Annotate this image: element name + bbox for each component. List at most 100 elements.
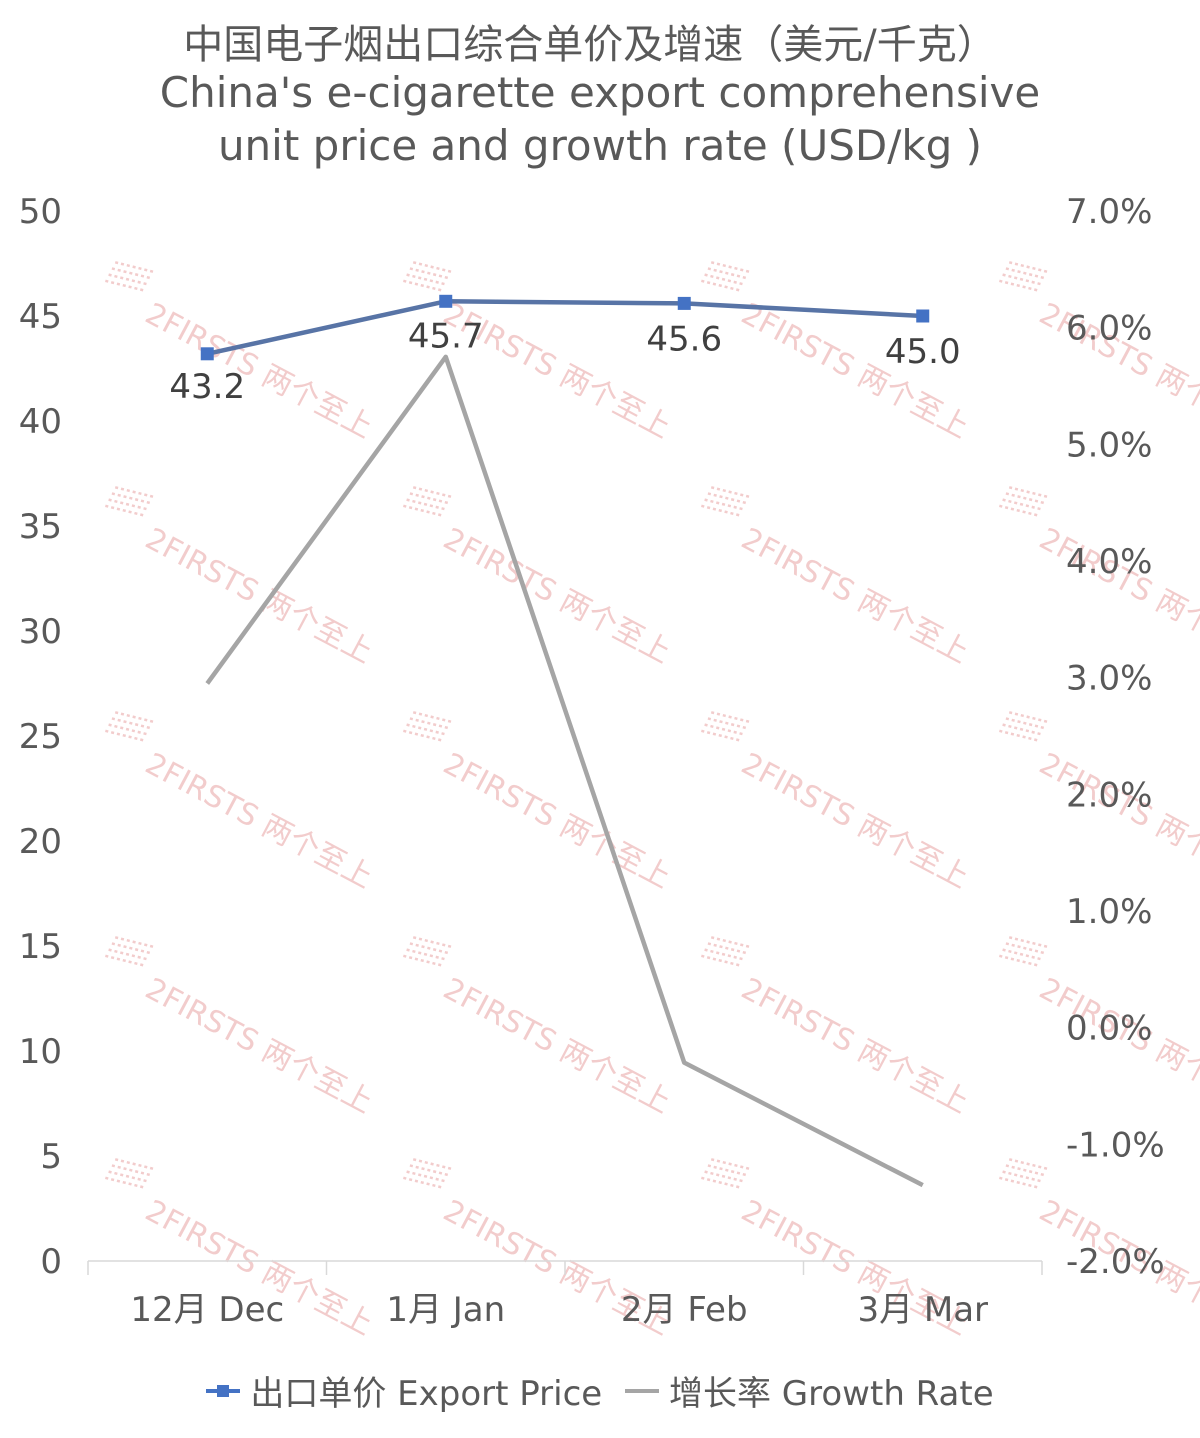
watermark-stroke: [105, 504, 146, 517]
watermark-stroke: [1008, 486, 1050, 499]
watermark-stroke: [111, 1164, 153, 1177]
watermark-stroke: [1008, 261, 1050, 274]
legend-label-export-price: 出口单价 Export Price: [250, 1374, 603, 1414]
x-tick-label: 2月 Feb: [621, 1290, 748, 1330]
y-right-tick-label: 2.0%: [1066, 775, 1152, 815]
watermark-stroke: [114, 1158, 156, 1171]
watermark-tile: 2FIRSTS 两个至上: [105, 261, 378, 446]
watermark-tile: 2FIRSTS 两个至上: [105, 711, 378, 896]
watermark-text: 2FIRSTS 两个至上: [736, 746, 975, 895]
watermark-stroke: [707, 492, 749, 505]
watermark-stroke: [412, 486, 454, 499]
export-price-line: [206, 299, 923, 356]
watermark-tile: 2FIRSTS 两个至上: [403, 486, 677, 671]
watermark-stroke: [701, 729, 742, 742]
watermark-stroke: [1005, 717, 1047, 730]
watermark-stroke: [710, 711, 752, 724]
watermark-stroke: [412, 1158, 454, 1171]
y-left-tick-label: 40: [19, 402, 62, 442]
x-tick-label: 3月 Mar: [857, 1290, 988, 1330]
watermark-stroke: [108, 723, 149, 736]
watermark-tile: 2FIRSTS 两个至上: [105, 936, 379, 1121]
watermark-stroke: [406, 273, 447, 286]
watermark-stroke: [403, 729, 444, 742]
legend-item-growth-rate: 增长率 Growth Rate: [625, 1366, 994, 1415]
y-right-tick-label: 4.0%: [1066, 542, 1152, 582]
watermark-stroke: [409, 942, 451, 955]
chart-title-english-line-1: China's e-cigarette export comprehensive: [159, 68, 1041, 117]
watermark-stroke: [710, 486, 752, 499]
watermark-stroke: [701, 504, 742, 517]
watermark-stroke: [707, 267, 749, 280]
y-left-tick-label: 30: [19, 612, 62, 652]
watermark-text: 2FIRSTS 两个至上: [736, 521, 975, 670]
watermark-stroke: [710, 1158, 752, 1171]
y-left-tick-label: 35: [19, 507, 62, 547]
watermark-stroke: [999, 279, 1040, 292]
watermark-stroke: [704, 498, 745, 511]
export-price-data-label: 45.6: [646, 319, 722, 359]
export-price-point: [439, 294, 453, 308]
watermark-stroke: [1002, 723, 1043, 736]
export-price-data-label: 45.0: [885, 332, 961, 372]
watermark-text: 2FIRSTS 两个至上: [736, 971, 975, 1120]
watermark-stroke: [403, 279, 444, 292]
watermark-tile: 2FIRSTS 两个至上: [701, 936, 975, 1121]
watermark-stroke: [1008, 1158, 1050, 1171]
watermark-stroke: [1008, 936, 1050, 949]
watermark-tile: 2FIRSTS 两个至上: [999, 261, 1200, 446]
y-right-tick-label: 7.0%: [1066, 192, 1152, 232]
y-right-tick-label: 3.0%: [1066, 659, 1152, 699]
watermark-stroke: [406, 1170, 447, 1183]
export-price-data-label: 45.7: [408, 316, 484, 356]
export-price-series: [200, 294, 930, 361]
watermark-text: 2FIRSTS 两个至上: [438, 521, 677, 670]
watermark-stroke: [406, 498, 447, 511]
legend-marker-line-icon: [625, 1380, 659, 1402]
watermark-stroke: [409, 1164, 451, 1177]
legend-label-growth-rate: 增长率 Growth Rate: [669, 1374, 994, 1414]
watermark-tile: 2FIRSTS 两个至上: [403, 936, 676, 1121]
watermark-stroke: [114, 261, 156, 274]
watermark-stroke: [409, 267, 451, 280]
watermark-stroke: [999, 954, 1040, 967]
watermark-stroke: [412, 261, 454, 274]
watermark-stroke: [1005, 492, 1047, 505]
watermark-stroke: [704, 1170, 745, 1183]
y-left-tick-label: 15: [19, 927, 62, 967]
watermark-stroke: [108, 498, 149, 511]
watermark-text: 2FIRSTS 两个至上: [140, 971, 379, 1120]
y-left-tick-label: 0: [40, 1242, 62, 1282]
data-labels-layer: 43.2 45.7 45.6 45.0: [169, 316, 960, 407]
watermark-stroke: [403, 954, 444, 967]
watermark-stroke: [701, 279, 742, 292]
watermark-stroke: [1008, 711, 1050, 724]
watermark-stroke: [114, 936, 156, 949]
export-price-data-label: 43.2: [169, 367, 245, 407]
watermark-stroke: [111, 942, 153, 955]
y-left-tick-label: 10: [19, 1032, 62, 1072]
watermark-stroke: [710, 261, 752, 274]
watermark-stroke: [105, 729, 146, 742]
y-right-tick-label: 6.0%: [1066, 309, 1152, 349]
watermark-text: 2FIRSTS 两个至上: [1034, 746, 1200, 895]
watermark-stroke: [707, 717, 749, 730]
chart-legend: 出口单价 Export Price 增长率 Growth Rate: [0, 1366, 1200, 1415]
watermark-stroke: [999, 729, 1040, 742]
watermark-stroke: [108, 273, 149, 286]
watermark-tile: 2FIRSTS 两个至上: [701, 711, 975, 896]
export-price-point: [200, 347, 214, 361]
watermark-stroke: [707, 1164, 749, 1177]
watermark-stroke: [704, 723, 745, 736]
watermark-stroke: [999, 504, 1040, 517]
watermark-stroke: [105, 954, 146, 967]
watermark-stroke: [403, 1176, 444, 1189]
y-right-tick-label: -2.0%: [1066, 1242, 1165, 1282]
axes-layer: 12月 Dec 1月 Jan 2月 Feb 3月 Mar 0 5 10 15 20 25 30 35 4…: [19, 192, 1165, 1330]
watermark-stroke: [1002, 498, 1043, 511]
watermark-stroke: [1005, 942, 1047, 955]
watermark-stroke: [403, 504, 444, 517]
watermark-stroke: [406, 948, 447, 961]
watermark-stroke: [412, 711, 454, 724]
watermark-stroke: [114, 711, 156, 724]
